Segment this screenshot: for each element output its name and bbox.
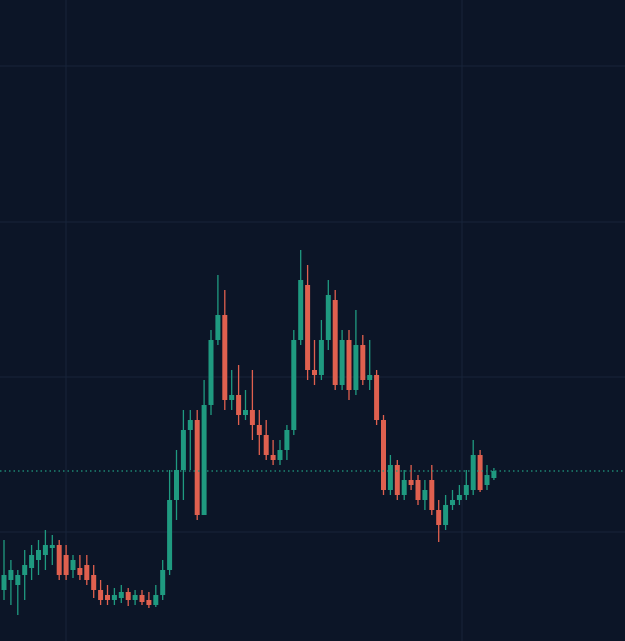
candle-body — [249, 410, 255, 425]
candle-body — [456, 495, 462, 500]
candle-body — [49, 545, 55, 548]
candle-body — [194, 420, 200, 515]
candle-body — [401, 480, 407, 495]
candle-body — [360, 345, 366, 380]
candle-body — [463, 485, 469, 495]
candle-body — [56, 545, 62, 575]
candle-body — [36, 550, 41, 560]
candle-body — [429, 480, 435, 510]
candle-body — [305, 285, 311, 370]
candle-body — [339, 340, 345, 385]
candle-body — [22, 565, 28, 575]
candle-body — [201, 405, 207, 515]
candle-body — [70, 560, 76, 570]
candle-body — [125, 592, 131, 600]
candle-body — [415, 480, 421, 500]
candle-body — [215, 315, 221, 340]
candle-body — [422, 490, 428, 500]
candle-body — [77, 568, 83, 575]
candle-body — [318, 340, 324, 375]
candle-body — [236, 395, 242, 415]
candle-body — [118, 592, 124, 598]
candle-body — [312, 370, 317, 375]
candle-body — [111, 595, 117, 600]
candle-body — [491, 471, 497, 478]
candle-body — [146, 600, 152, 605]
candle-body — [208, 340, 214, 405]
candle-body — [325, 295, 331, 340]
candle-body — [346, 340, 352, 390]
candle-body — [443, 505, 449, 525]
candle-body — [277, 450, 283, 460]
candle-body — [63, 555, 69, 575]
candle-body — [450, 500, 455, 505]
candle-body — [229, 395, 235, 400]
candle-body — [484, 475, 490, 485]
candle-body — [84, 565, 90, 580]
candle-body — [42, 545, 48, 555]
candle-body — [91, 575, 97, 590]
candle-body — [139, 595, 145, 602]
candle-body — [408, 480, 414, 485]
candle-body — [105, 595, 110, 600]
candle-body — [1, 575, 7, 590]
candle-body — [332, 300, 338, 385]
candle-body — [256, 425, 262, 435]
candle-body — [291, 340, 297, 430]
candle-body — [381, 420, 386, 490]
candle-body — [284, 430, 290, 450]
candle-body — [374, 375, 380, 420]
candle-body — [394, 465, 400, 495]
candle-body — [167, 500, 173, 570]
candle-body — [153, 595, 159, 605]
candle-body — [15, 575, 21, 585]
candle-body — [187, 420, 193, 430]
candle-body — [298, 280, 304, 340]
candle-body — [243, 410, 248, 415]
candle-body — [174, 470, 179, 500]
candle-body — [8, 570, 14, 580]
candle-body — [160, 570, 166, 595]
candle-body — [387, 465, 393, 490]
candle-body — [367, 375, 373, 380]
candle-body — [222, 315, 228, 400]
candle-body — [270, 455, 276, 460]
candle-body — [436, 510, 442, 525]
candle-body — [353, 345, 359, 390]
candle-body — [477, 455, 483, 490]
candle-body — [470, 455, 476, 490]
candle-body — [263, 435, 269, 455]
candle-body — [98, 590, 104, 600]
candle-body — [29, 555, 35, 568]
candle-body — [180, 430, 186, 470]
candle-body — [132, 595, 138, 600]
